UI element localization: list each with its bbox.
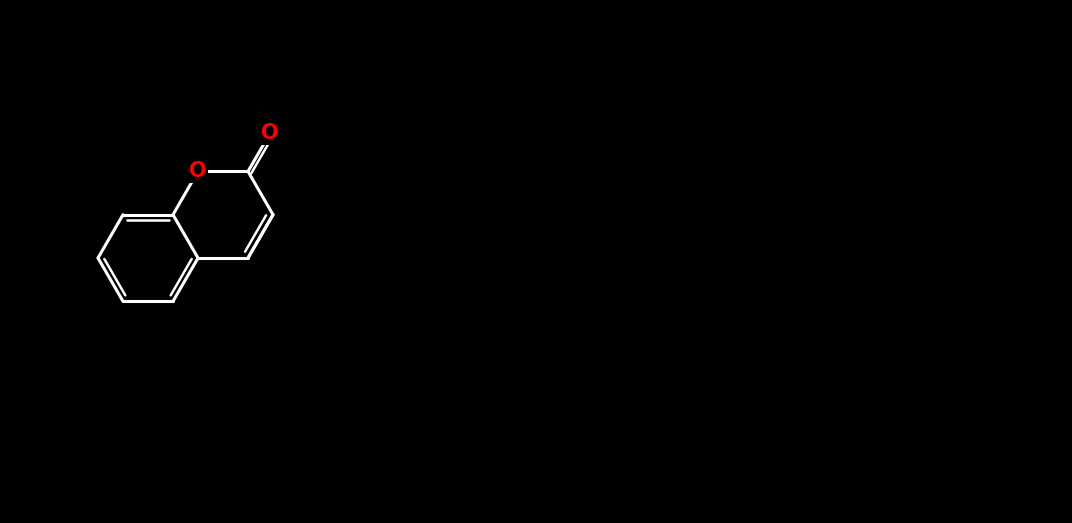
- Text: O: O: [262, 123, 279, 143]
- Text: O: O: [189, 162, 207, 181]
